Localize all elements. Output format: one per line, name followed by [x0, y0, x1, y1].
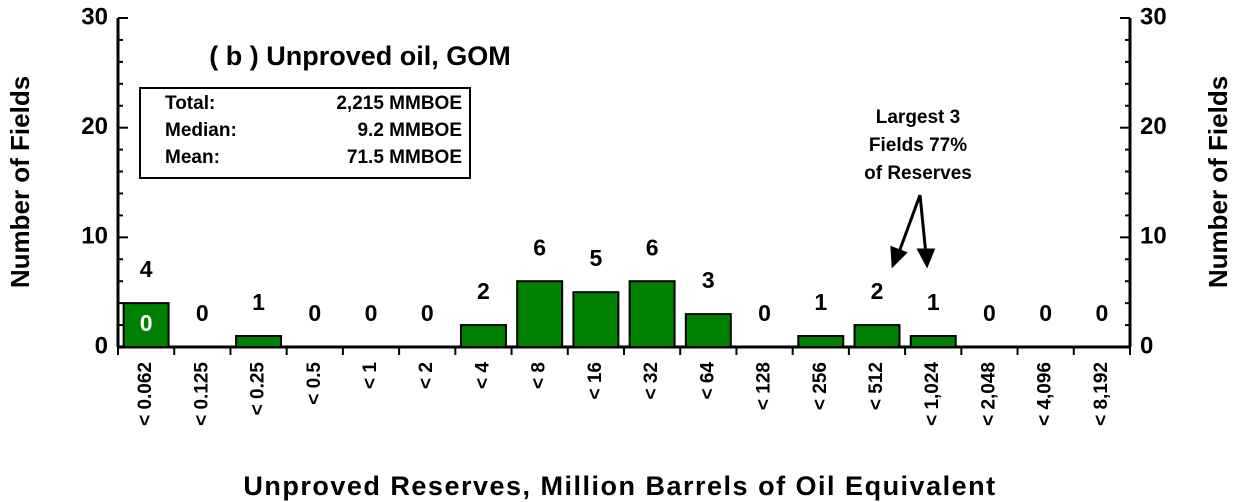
- annotation: Largest 3: [876, 107, 960, 128]
- x-tick-label: < 4: [472, 362, 493, 389]
- bar: [628, 280, 676, 349]
- y2-tick-label: 0: [1140, 332, 1153, 359]
- x-tick-label: < 2: [416, 362, 437, 389]
- value-label: 0: [983, 300, 996, 326]
- x-tick-label: < 0.062: [135, 362, 156, 426]
- value-label: 0: [758, 300, 771, 326]
- value-label: 4: [140, 256, 153, 282]
- value-label: 1: [814, 289, 827, 315]
- y2-tick-label: 10: [1140, 223, 1167, 250]
- x-tick-label: < 8,192: [1091, 362, 1112, 426]
- stats-label: Total:: [165, 93, 215, 114]
- y2-axis-label: Number of Fields: [1203, 76, 1233, 288]
- x-axis-label: Unproved Reserves, Million Barrels of Oi…: [243, 471, 996, 501]
- y-tick-label: 20: [81, 113, 108, 140]
- value-label: 2: [871, 278, 884, 304]
- stats-value: 9.2 MMBOE: [357, 120, 462, 141]
- annotation-arrows: [890, 194, 936, 269]
- x-tick-label: < 0.25: [248, 362, 269, 416]
- y-tick-label: 30: [81, 3, 108, 30]
- x-tick-label: < 8: [529, 362, 550, 389]
- value-label: 0: [365, 300, 378, 326]
- x-tick-label: < 0.5: [304, 362, 325, 405]
- annotation: of Reserves: [864, 163, 972, 184]
- value-label: 1: [927, 289, 940, 315]
- stats-box: [139, 87, 471, 179]
- x-tick-label: < 0.125: [191, 362, 212, 426]
- x-tick-label: < 2,048: [978, 362, 999, 426]
- x-tick-label: < 512: [866, 362, 887, 410]
- value-label: 3: [702, 267, 715, 293]
- annotation: Fields 77%: [869, 135, 967, 156]
- bar-inner-label: 0: [140, 310, 153, 336]
- x-tick-label: < 1,024: [922, 362, 943, 426]
- value-label: 0: [1095, 300, 1108, 326]
- y2-tick-label: 20: [1140, 113, 1167, 140]
- value-label: 5: [589, 245, 602, 271]
- y2-tick-label: 30: [1140, 3, 1167, 30]
- y-tick-label: 10: [81, 223, 108, 250]
- x-tick-label: < 1: [360, 362, 381, 389]
- x-tick-label: < 64: [697, 362, 718, 400]
- value-label: 0: [421, 300, 434, 326]
- x-tick-label: < 16: [585, 362, 606, 400]
- value-label: 0: [1039, 300, 1052, 326]
- bar: [572, 291, 620, 348]
- stats-label: Median:: [165, 120, 237, 141]
- value-label: 0: [308, 300, 321, 326]
- value-label: 6: [533, 234, 546, 260]
- x-tick-label: < 4,096: [1035, 362, 1056, 426]
- bar: [459, 324, 507, 349]
- bar: [909, 335, 957, 348]
- value-label: 6: [646, 234, 659, 260]
- x-tick-label: < 32: [641, 362, 662, 400]
- x-tick-label: < 128: [754, 362, 775, 410]
- y-tick-label: 0: [95, 332, 108, 359]
- value-label: 1: [252, 289, 265, 315]
- bar: [853, 324, 901, 349]
- y-axis-label: Number of Fields: [5, 76, 35, 288]
- stats-label: Mean:: [165, 147, 220, 168]
- stats-value: 2,215 MMBOE: [336, 93, 462, 114]
- value-label: 2: [477, 278, 490, 304]
- bar: [684, 313, 732, 349]
- bar: [235, 335, 283, 348]
- value-label: 0: [196, 300, 209, 326]
- bar: [122, 302, 170, 348]
- bar: [797, 335, 845, 348]
- subtitle: ( b ) Unproved oil, GOM: [209, 41, 510, 71]
- x-tick-label: < 256: [810, 362, 831, 410]
- bar: [516, 280, 564, 349]
- stats-value: 71.5 MMBOE: [347, 147, 462, 168]
